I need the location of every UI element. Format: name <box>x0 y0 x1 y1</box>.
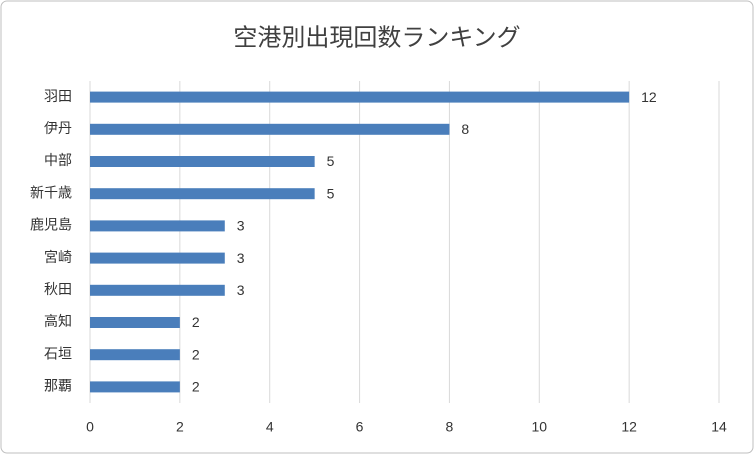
y-tick-label: 秋田 <box>44 281 72 297</box>
chart-title: 空港別出現回数ランキング <box>233 24 520 51</box>
x-tick-label: 14 <box>711 419 727 435</box>
y-tick-label: 宮崎 <box>44 249 72 265</box>
bar <box>90 123 450 135</box>
data-label: 12 <box>641 89 657 105</box>
bar <box>90 349 180 361</box>
y-tick-label: 新千歳 <box>30 184 72 200</box>
bar <box>90 220 225 232</box>
bar <box>90 188 315 200</box>
bar <box>90 381 180 393</box>
x-tick-label: 10 <box>531 419 547 435</box>
x-tick-label: 12 <box>621 419 637 435</box>
data-label: 2 <box>192 379 200 395</box>
y-tick-label: 鹿児島 <box>30 217 72 233</box>
data-label: 5 <box>327 185 335 201</box>
data-label: 5 <box>327 153 335 169</box>
y-tick-label: 伊丹 <box>44 120 72 136</box>
data-label: 3 <box>237 282 245 298</box>
data-label: 3 <box>237 218 245 234</box>
bar <box>90 317 180 328</box>
x-tick-label: 2 <box>176 419 184 435</box>
bar <box>90 91 630 103</box>
y-tick-label: 中部 <box>44 152 72 168</box>
x-tick-label: 4 <box>266 419 274 435</box>
y-tick-label: 石垣 <box>44 345 72 361</box>
y-tick-label: 高知 <box>44 313 72 329</box>
data-label: 2 <box>192 346 200 362</box>
data-label: 3 <box>237 250 245 266</box>
y-tick-label: 那覇 <box>44 378 72 394</box>
data-label: 2 <box>192 314 200 330</box>
x-tick-label: 8 <box>446 419 454 435</box>
bar <box>90 284 225 296</box>
data-label: 8 <box>461 121 469 137</box>
x-tick-label: 6 <box>356 419 364 435</box>
y-tick-label: 羽田 <box>44 88 72 104</box>
bar <box>90 252 225 264</box>
bar <box>90 156 315 167</box>
x-tick-label: 0 <box>86 419 94 435</box>
